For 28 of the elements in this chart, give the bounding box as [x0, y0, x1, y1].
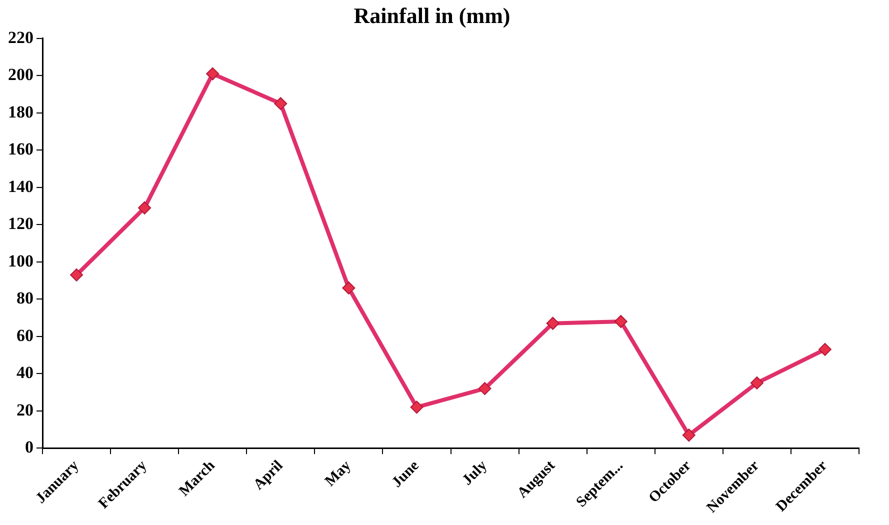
- y-tick-label: 180: [8, 102, 34, 122]
- y-tick-label: 120: [8, 214, 34, 234]
- y-tick-label: 0: [25, 438, 34, 457]
- x-tick-label: May: [322, 457, 355, 490]
- y-tick-label: 160: [8, 140, 34, 159]
- x-tick-label: June: [389, 458, 423, 491]
- point: [274, 97, 288, 110]
- y-tick-label: 200: [8, 65, 34, 84]
- y-tick-label: 220: [8, 28, 34, 47]
- point: [682, 428, 696, 442]
- point: [70, 268, 84, 282]
- y-tick-label: 140: [8, 176, 34, 196]
- point: [546, 316, 560, 330]
- chart-title: Rainfall in (mm): [354, 2, 510, 28]
- y-tick-label: 60: [16, 326, 34, 345]
- point: [818, 342, 832, 356]
- point: [750, 376, 764, 390]
- y-tick-label: 100: [8, 251, 34, 270]
- point: [342, 281, 356, 294]
- point: [410, 400, 424, 414]
- point: [614, 315, 628, 328]
- point: [206, 67, 220, 80]
- y-tick-label: 20: [16, 400, 34, 420]
- y-tick-label: 40: [16, 363, 34, 382]
- x-tick-label: July: [460, 457, 491, 489]
- y-tick-label: 80: [16, 288, 34, 308]
- point: [138, 201, 152, 214]
- point: [478, 382, 492, 396]
